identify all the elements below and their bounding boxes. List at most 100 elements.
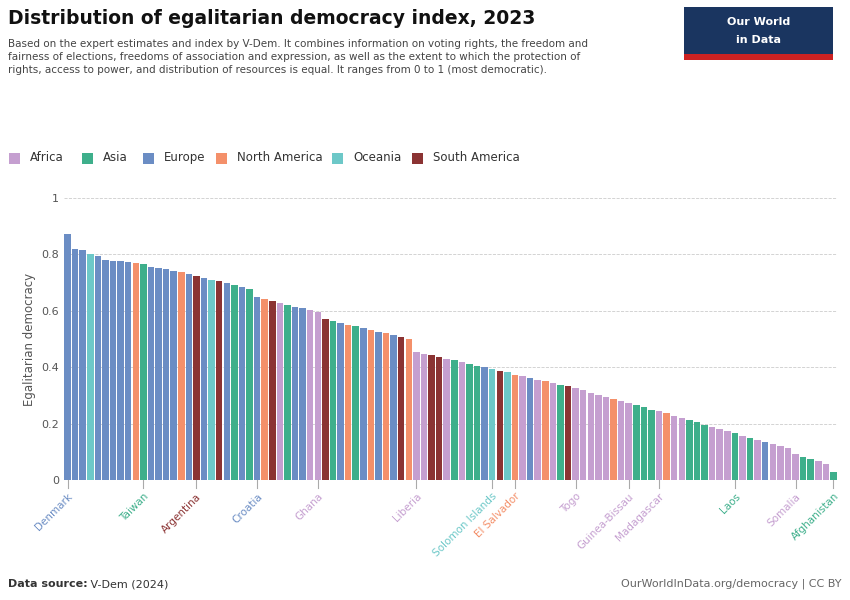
- Bar: [459, 362, 465, 480]
- Bar: [633, 405, 639, 480]
- Bar: [701, 425, 708, 480]
- Bar: [800, 457, 807, 480]
- Bar: [239, 287, 245, 480]
- Bar: [405, 339, 412, 480]
- Bar: [542, 382, 548, 480]
- Text: Europe: Europe: [164, 151, 206, 164]
- Bar: [656, 412, 662, 480]
- Bar: [360, 328, 366, 480]
- Bar: [65, 234, 71, 480]
- Bar: [481, 367, 488, 480]
- Bar: [246, 289, 252, 480]
- Bar: [269, 301, 275, 480]
- Bar: [299, 308, 306, 480]
- Text: Argentina: Argentina: [161, 491, 203, 535]
- Bar: [171, 271, 177, 480]
- Bar: [102, 260, 109, 480]
- Bar: [444, 359, 450, 480]
- Bar: [231, 284, 238, 480]
- Bar: [292, 307, 298, 480]
- Bar: [717, 429, 723, 480]
- Bar: [564, 386, 571, 480]
- Bar: [353, 326, 359, 480]
- Bar: [117, 262, 124, 480]
- Bar: [815, 461, 821, 480]
- Bar: [94, 256, 101, 480]
- Bar: [398, 337, 405, 480]
- Text: Afghanistan: Afghanistan: [790, 491, 841, 542]
- Bar: [572, 388, 579, 480]
- Bar: [133, 263, 139, 480]
- Bar: [178, 272, 184, 480]
- Bar: [512, 374, 518, 480]
- Text: Based on the expert estimates and index by V-Dem. It combines information on vot: Based on the expert estimates and index …: [8, 39, 588, 76]
- Bar: [740, 436, 745, 480]
- Bar: [421, 353, 428, 480]
- Bar: [671, 416, 677, 480]
- Text: Distribution of egalitarian democracy index, 2023: Distribution of egalitarian democracy in…: [8, 9, 536, 28]
- Bar: [413, 352, 420, 480]
- Bar: [262, 299, 268, 480]
- Text: Data source:: Data source:: [8, 579, 88, 589]
- Bar: [755, 440, 761, 480]
- Bar: [785, 448, 791, 480]
- Bar: [185, 274, 192, 480]
- Text: Ghana: Ghana: [293, 491, 325, 523]
- Bar: [224, 283, 230, 480]
- Bar: [140, 264, 146, 480]
- Text: Guinea-Bissau: Guinea-Bissau: [576, 491, 636, 551]
- Text: Croatia: Croatia: [230, 491, 264, 525]
- Bar: [125, 262, 132, 480]
- Y-axis label: Egalitarian democracy: Egalitarian democracy: [23, 272, 36, 406]
- Bar: [558, 385, 564, 480]
- Bar: [610, 399, 617, 480]
- Bar: [724, 431, 730, 480]
- Bar: [382, 334, 389, 480]
- Text: El Salvador: El Salvador: [473, 491, 522, 540]
- Text: Asia: Asia: [103, 151, 128, 164]
- Bar: [284, 305, 291, 480]
- Bar: [451, 361, 457, 480]
- Bar: [694, 422, 700, 480]
- Bar: [587, 392, 594, 480]
- Bar: [550, 383, 556, 480]
- Bar: [156, 268, 162, 480]
- Bar: [603, 397, 609, 480]
- Bar: [769, 444, 776, 480]
- Bar: [390, 335, 397, 480]
- Text: Africa: Africa: [30, 151, 64, 164]
- Bar: [527, 378, 533, 480]
- Bar: [345, 325, 351, 480]
- Bar: [375, 332, 382, 480]
- Bar: [307, 310, 314, 480]
- Bar: [330, 320, 337, 480]
- Text: Togo: Togo: [558, 491, 583, 515]
- Bar: [823, 464, 829, 480]
- Bar: [148, 266, 154, 480]
- Bar: [580, 391, 586, 480]
- Bar: [496, 371, 503, 480]
- Bar: [618, 401, 625, 480]
- Bar: [808, 459, 814, 480]
- Bar: [678, 418, 685, 480]
- Bar: [641, 407, 647, 480]
- Text: Laos: Laos: [718, 491, 742, 515]
- Bar: [732, 433, 738, 480]
- Bar: [368, 329, 374, 480]
- Text: Our World: Our World: [727, 17, 790, 27]
- Bar: [792, 454, 799, 480]
- Bar: [72, 249, 78, 480]
- Bar: [163, 269, 169, 480]
- Bar: [595, 395, 602, 480]
- Bar: [193, 275, 200, 480]
- Bar: [110, 260, 116, 480]
- Bar: [747, 438, 753, 480]
- Bar: [663, 413, 670, 480]
- Bar: [649, 409, 654, 480]
- Bar: [489, 369, 496, 480]
- Bar: [322, 319, 329, 480]
- Text: Liberia: Liberia: [391, 491, 423, 523]
- Bar: [686, 420, 693, 480]
- Text: V-Dem (2024): V-Dem (2024): [87, 579, 168, 589]
- Bar: [519, 376, 526, 480]
